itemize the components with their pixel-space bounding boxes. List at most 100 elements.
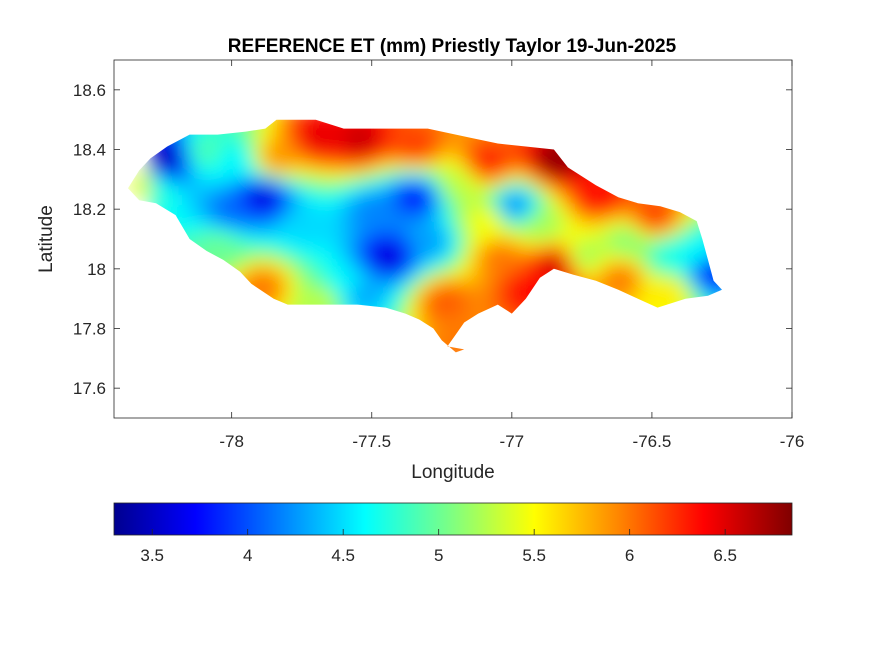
et-cell-1251: [387, 298, 396, 307]
et-cell-922: [324, 263, 333, 272]
et-cell-705: [282, 256, 291, 265]
et-cell-2000: [534, 249, 543, 258]
et-cell-226: [191, 179, 200, 188]
et-cell-1678: [471, 263, 480, 272]
et-cell-2206: [576, 179, 585, 188]
et-cell-1777: [492, 200, 501, 209]
et-cell-1956: [527, 193, 536, 202]
et-cell-2282: [590, 207, 599, 216]
et-cell-2643: [660, 214, 669, 223]
et-cell-1544: [443, 333, 452, 342]
et-cell-2110: [555, 263, 564, 272]
et-cell-1129: [366, 200, 375, 209]
et-cell-413: [226, 228, 235, 237]
et-cell-2064: [548, 193, 557, 202]
et-cell-79: [163, 158, 172, 167]
et-cell-528: [247, 277, 256, 286]
et-cell-695: [282, 186, 291, 195]
et-cell-631: [268, 242, 277, 251]
et-cell-1680: [471, 277, 480, 286]
et-cell-1420: [422, 221, 431, 230]
et-cell-693: [282, 172, 291, 181]
et-cell-1528: [443, 221, 452, 230]
et-cell-592: [261, 221, 270, 230]
et-cell-2396: [611, 249, 620, 258]
et-cell-797: [303, 144, 312, 153]
et-cell-801: [303, 172, 312, 181]
et-cell-1324: [401, 305, 410, 314]
et-cell-747: [289, 298, 298, 307]
et-cell-777: [296, 256, 305, 265]
colorbar-tick-label: 5.5: [522, 546, 546, 565]
et-cell-1087: [359, 158, 368, 167]
et-cell-1414: [422, 179, 431, 188]
et-cell-2427: [618, 214, 627, 223]
et-cell-1715: [478, 270, 487, 279]
et-cell-1783: [492, 242, 501, 251]
et-cell-880: [317, 221, 326, 230]
et-cell-1106: [359, 291, 368, 300]
et-cell-2654: [660, 291, 669, 300]
et-cell-1525: [443, 200, 452, 209]
et-cell-1988: [534, 165, 543, 174]
et-cell-2498: [632, 207, 641, 216]
et-cell-1231: [387, 158, 396, 167]
et-cell-1696: [478, 137, 487, 146]
et-cell-2719: [674, 242, 683, 251]
et-cell-850: [310, 263, 319, 272]
et-cell-1101: [359, 256, 368, 265]
et-cell-1264: [394, 137, 403, 146]
et-cell-2497: [632, 200, 641, 209]
et-cell-2543: [639, 270, 648, 279]
et-cell-1343: [408, 186, 417, 195]
et-cell-1047: [352, 130, 361, 139]
et-cell-449: [233, 228, 242, 237]
et-cell-2210: [576, 207, 585, 216]
et-cell-1966: [527, 263, 536, 272]
et-cell-1533: [443, 256, 452, 265]
et-cell-2426: [618, 207, 627, 216]
et-cell-560: [254, 249, 263, 258]
et-cell-855: [310, 298, 319, 307]
et-cell-1418: [422, 207, 431, 216]
et-cell-761: [296, 144, 305, 153]
et-cell-1520: [443, 165, 452, 174]
et-cell-902: [324, 123, 333, 132]
et-cell-507: [247, 130, 256, 139]
et-cell-1065: [352, 256, 361, 265]
et-cell-224: [191, 165, 200, 174]
et-cell-638: [268, 291, 277, 300]
et-cell-516: [247, 193, 256, 202]
et-cell-2575: [646, 242, 655, 251]
et-cell-962: [331, 291, 340, 300]
et-cell-1742: [485, 207, 494, 216]
et-cell-1277: [394, 228, 403, 237]
et-cell-1423: [422, 242, 431, 251]
et-cell-2173: [569, 200, 578, 209]
et-cell-1519: [443, 158, 452, 167]
et-cell-402: [226, 151, 235, 160]
et-cell-1896: [513, 277, 522, 286]
et-cell-703: [282, 242, 291, 251]
et-cell-723: [289, 130, 298, 139]
et-cell-2652: [660, 277, 669, 286]
et-cell-1895: [513, 270, 522, 279]
et-cell-672: [275, 277, 284, 286]
et-cell-1336: [408, 137, 417, 146]
et-cell-262: [198, 179, 207, 188]
et-cell-2795: [688, 270, 697, 279]
et-cell-851: [310, 270, 319, 279]
et-cell-1463: [429, 270, 438, 279]
et-cell-746: [289, 291, 298, 300]
et-cell-1993: [534, 200, 543, 209]
et-cell-1284: [394, 277, 403, 286]
et-cell-891: [317, 298, 326, 307]
et-cell-1877: [513, 144, 522, 153]
et-cell-1288: [394, 305, 403, 314]
et-cell-1588: [457, 137, 466, 146]
et-cell-1856: [506, 249, 515, 258]
et-cell-634: [268, 263, 277, 272]
et-cell-1613: [457, 312, 466, 321]
et-cell-1572: [450, 277, 459, 286]
et-cell-579: [261, 130, 270, 139]
